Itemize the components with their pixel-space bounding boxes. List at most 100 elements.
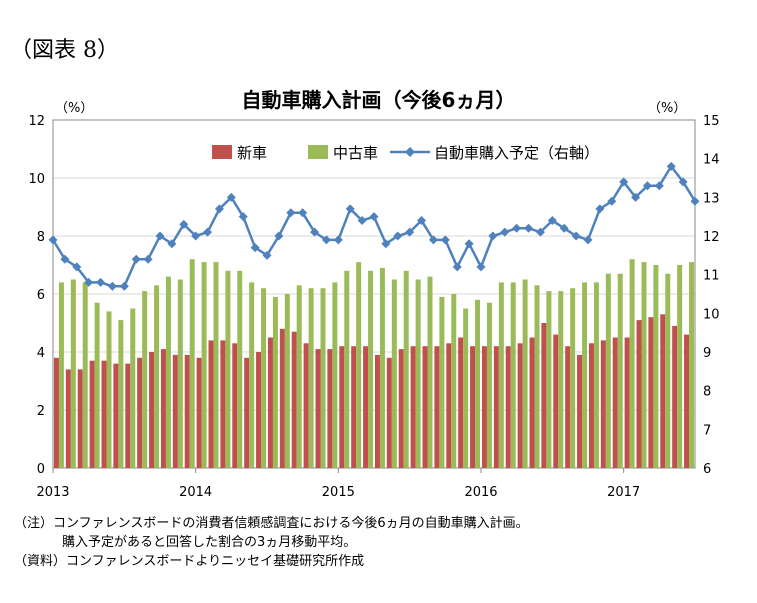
purchase-plan-point bbox=[381, 239, 391, 249]
used-car-bar bbox=[58, 282, 64, 468]
purchase-plan-point bbox=[535, 227, 545, 237]
new-car-bar bbox=[113, 363, 119, 468]
purchase-plan-point bbox=[298, 208, 308, 218]
new-car-bar bbox=[279, 328, 285, 468]
new-car-bar bbox=[291, 331, 297, 468]
new-car-bar bbox=[363, 346, 369, 468]
purchase-plan-point bbox=[405, 227, 415, 237]
used-car-bar bbox=[237, 270, 243, 468]
purchase-plan-point bbox=[96, 277, 106, 287]
purchase-plan-point bbox=[119, 281, 129, 291]
purchase-plan-point bbox=[84, 277, 94, 287]
legend-swatch-used bbox=[308, 145, 328, 159]
purchase-plan-point bbox=[654, 181, 664, 191]
used-car-bar bbox=[165, 276, 171, 468]
new-car-bar bbox=[481, 346, 487, 468]
used-car-bar bbox=[94, 302, 100, 468]
used-car-bar bbox=[308, 288, 314, 468]
new-car-bar bbox=[339, 346, 345, 468]
purchase-plan-point bbox=[107, 281, 117, 291]
left-axis-tick-label: 10 bbox=[28, 172, 45, 187]
new-car-bar bbox=[374, 354, 380, 468]
new-car-bar bbox=[410, 346, 416, 468]
right-axis-tick-label: 10 bbox=[703, 307, 720, 322]
x-axis-tick-label: 2013 bbox=[36, 485, 69, 500]
new-car-bar bbox=[386, 357, 392, 468]
purchase-plan-point bbox=[203, 227, 213, 237]
used-car-bar bbox=[641, 262, 647, 468]
new-car-bar bbox=[315, 349, 321, 468]
new-car-bar bbox=[220, 340, 226, 468]
new-car-bar bbox=[529, 337, 535, 468]
purchase-plan-point bbox=[286, 208, 296, 218]
new-car-bar bbox=[672, 325, 678, 468]
used-car-bar bbox=[344, 270, 350, 468]
new-car-bar bbox=[351, 346, 357, 468]
new-car-bar bbox=[588, 343, 594, 468]
new-car-bar bbox=[612, 337, 618, 468]
x-axis-tick-label: 2015 bbox=[322, 485, 355, 500]
purchase-plan-point bbox=[678, 177, 688, 187]
new-car-bar bbox=[137, 357, 143, 468]
new-car-bar bbox=[184, 354, 190, 468]
used-car-bar bbox=[106, 311, 112, 468]
purchase-plan-point bbox=[321, 235, 331, 245]
new-car-bar bbox=[422, 346, 428, 468]
used-car-bar bbox=[558, 291, 564, 468]
used-car-bar bbox=[475, 299, 481, 468]
legend-marker-plan bbox=[405, 147, 415, 157]
purchase-plan-point bbox=[512, 223, 522, 233]
source-line: （資料）コンファレンスボードよりニッセイ基礎研究所作成 bbox=[14, 554, 365, 569]
new-car-bar bbox=[101, 360, 107, 468]
used-car-bar bbox=[379, 267, 385, 468]
purchase-plan-point bbox=[666, 161, 676, 171]
used-car-bar bbox=[522, 279, 528, 468]
new-car-bar bbox=[505, 346, 511, 468]
used-car-bar bbox=[605, 273, 611, 468]
used-car-bar bbox=[677, 265, 683, 468]
used-car-bar bbox=[213, 262, 219, 468]
note-line-1: （注）コンファレンスボードの消費者信頼感調査における今後6ヵ月の自動車購入計画。 bbox=[14, 516, 529, 531]
purchase-plan-point bbox=[167, 239, 177, 249]
new-car-bar bbox=[577, 354, 583, 468]
used-car-bar bbox=[261, 288, 267, 468]
new-car-bar bbox=[196, 357, 202, 468]
purchase-plan-point bbox=[571, 231, 581, 241]
purchase-plan-point bbox=[155, 231, 165, 241]
purchase-plan-point bbox=[60, 254, 70, 264]
new-car-bar bbox=[648, 317, 654, 468]
left-axis-tick-label: 8 bbox=[37, 230, 45, 245]
purchase-plan-line bbox=[51, 164, 697, 288]
new-car-bar bbox=[636, 320, 642, 468]
used-car-bar bbox=[510, 282, 516, 468]
new-car-bar bbox=[208, 340, 214, 468]
purchase-plan-point bbox=[690, 196, 700, 206]
new-car-bar bbox=[172, 354, 178, 468]
purchase-plan-point bbox=[607, 196, 617, 206]
used-car-bar bbox=[415, 279, 421, 468]
used-car-bar bbox=[486, 302, 492, 468]
purchase-plan-point bbox=[274, 231, 284, 241]
new-car-bar bbox=[244, 357, 250, 468]
used-car-bar bbox=[617, 273, 623, 468]
new-car-bar bbox=[256, 352, 262, 468]
new-car-bar bbox=[398, 349, 404, 468]
purchase-plan-point bbox=[131, 254, 141, 264]
new-car-bar bbox=[303, 343, 309, 468]
purchase-plan-point bbox=[48, 235, 58, 245]
x-axis-tick-label: 2016 bbox=[464, 485, 497, 500]
used-car-bar bbox=[368, 270, 374, 468]
new-car-bar bbox=[89, 360, 95, 468]
new-car-bar bbox=[541, 323, 547, 468]
purchase-plan-point bbox=[250, 243, 260, 253]
new-car-bar bbox=[446, 343, 452, 468]
legend-label-plan: 自動車購入予定（右軸） bbox=[434, 144, 599, 162]
purchase-plan-point bbox=[369, 212, 379, 222]
purchase-plan-point bbox=[642, 181, 652, 191]
purchase-plan-point bbox=[179, 219, 189, 229]
purchase-plan-point bbox=[595, 204, 605, 214]
left-axis-tick-label: 2 bbox=[37, 404, 45, 419]
used-car-bar bbox=[249, 282, 255, 468]
used-car-bar bbox=[177, 279, 183, 468]
new-car-bar bbox=[53, 357, 59, 468]
